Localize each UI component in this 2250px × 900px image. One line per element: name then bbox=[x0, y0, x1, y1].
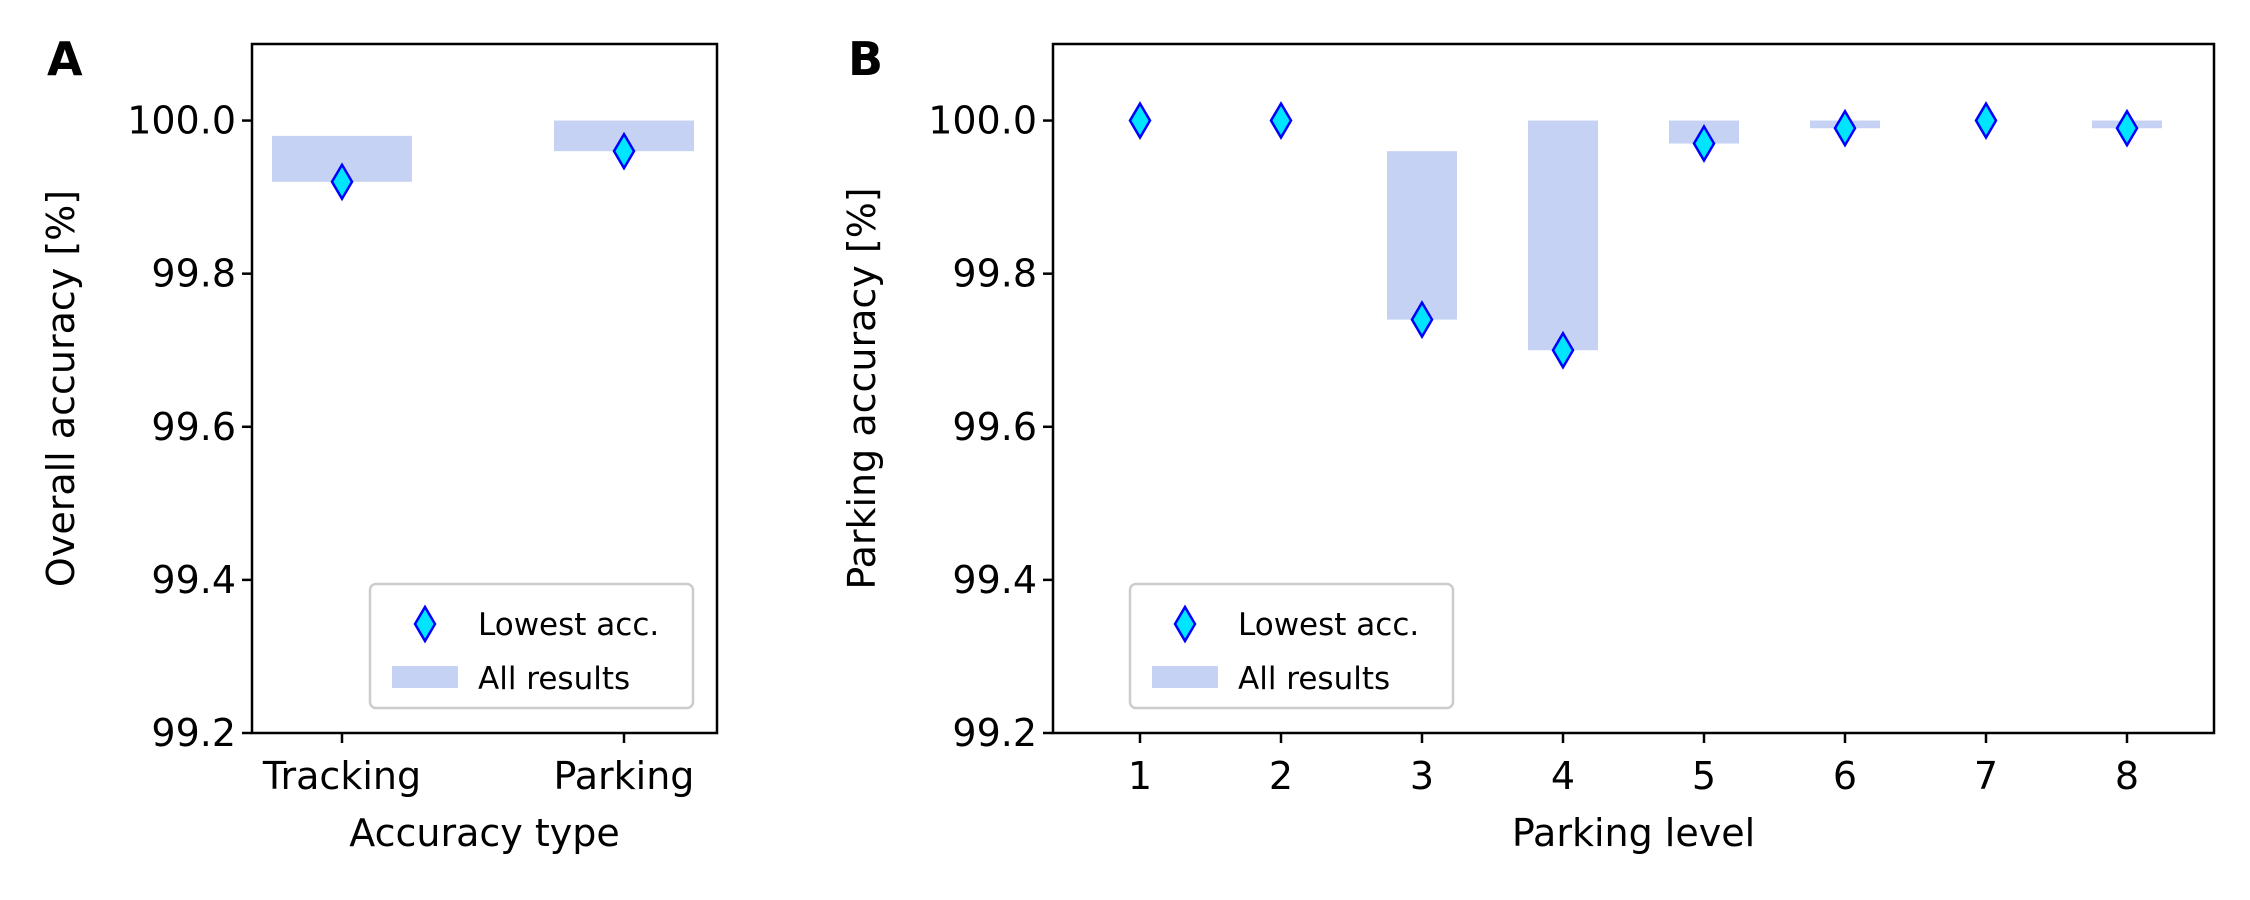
y-tick-label: 100.0 bbox=[928, 99, 1037, 143]
y-tick-label: 99.4 bbox=[952, 558, 1037, 602]
panel-label: B bbox=[848, 32, 883, 86]
lowest-acc-marker-8 bbox=[2115, 108, 2139, 148]
x-tick-label: 7 bbox=[1974, 754, 1998, 798]
panel-label: A bbox=[47, 32, 83, 86]
lowest-acc-marker-2 bbox=[1269, 101, 1293, 141]
legend: Lowest acc. All results bbox=[368, 582, 695, 710]
x-axis-label: Accuracy type bbox=[349, 811, 619, 855]
axes-frame bbox=[1051, 42, 2216, 735]
legend-label-lowest-acc: Lowest acc. bbox=[1238, 607, 1419, 643]
lowest-acc-marker-5 bbox=[1692, 124, 1716, 163]
legend-swatch-all-results bbox=[1152, 666, 1218, 688]
legend-marker-lowest-acc bbox=[1173, 604, 1197, 644]
x-tick-label: 3 bbox=[1410, 754, 1434, 798]
legend-label-all-results: All results bbox=[478, 661, 630, 697]
legend: Lowest acc. All results bbox=[1128, 582, 1455, 710]
lowest-acc-marker-3 bbox=[1410, 300, 1434, 340]
y-tick-label: 100.0 bbox=[127, 99, 236, 143]
y-axis-label: Overall accuracy [%] bbox=[39, 190, 83, 587]
x-tick-label: 8 bbox=[2115, 754, 2139, 798]
legend-marker-lowest-acc bbox=[413, 604, 437, 644]
x-tick-label: 4 bbox=[1551, 754, 1575, 798]
x-tick-label: 1 bbox=[1128, 754, 1152, 798]
chart-panel-B: 99.2 99.4 99.6 99.8 100.0 1 2 3 4 5 6 7 8 Parking lev… bbox=[840, 32, 2216, 855]
lowest-acc-marker-Tracking bbox=[330, 162, 354, 202]
lowest-acc-marker-4 bbox=[1551, 330, 1575, 370]
range-bar-3 bbox=[1387, 151, 1457, 320]
legend-label-lowest-acc: Lowest acc. bbox=[478, 607, 659, 643]
lowest-acc-marker-7 bbox=[1974, 101, 1998, 141]
y-tick-label: 99.8 bbox=[151, 252, 236, 296]
x-tick-label: 5 bbox=[1692, 754, 1716, 798]
y-tick-label: 99.6 bbox=[151, 405, 236, 449]
lowest-acc-marker-6 bbox=[1833, 108, 1857, 148]
legend-label-all-results: All results bbox=[1238, 661, 1390, 697]
lowest-acc-marker-1 bbox=[1128, 101, 1152, 141]
y-tick-label: 99.2 bbox=[151, 711, 236, 755]
y-tick-label: 99.2 bbox=[952, 711, 1037, 755]
x-tick-label: 6 bbox=[1833, 754, 1857, 798]
axes-frame bbox=[250, 42, 719, 735]
y-tick-label: 99.6 bbox=[952, 405, 1037, 449]
y-axis-label: Parking accuracy [%] bbox=[840, 187, 884, 589]
x-axis-label: Parking level bbox=[1512, 811, 1755, 855]
x-tick-label: Parking bbox=[554, 754, 695, 798]
x-tick-label: Tracking bbox=[262, 754, 421, 798]
chart-panel-A: 99.2 99.4 99.6 99.8 100.0 Tracking Parking Accu… bbox=[39, 32, 719, 855]
legend-swatch-all-results bbox=[392, 666, 458, 688]
y-tick-label: 99.8 bbox=[952, 252, 1037, 296]
range-bar-4 bbox=[1528, 120, 1598, 351]
y-tick-label: 99.4 bbox=[151, 558, 236, 602]
lowest-acc-marker-Parking bbox=[612, 131, 636, 171]
x-tick-label: 2 bbox=[1269, 754, 1293, 798]
